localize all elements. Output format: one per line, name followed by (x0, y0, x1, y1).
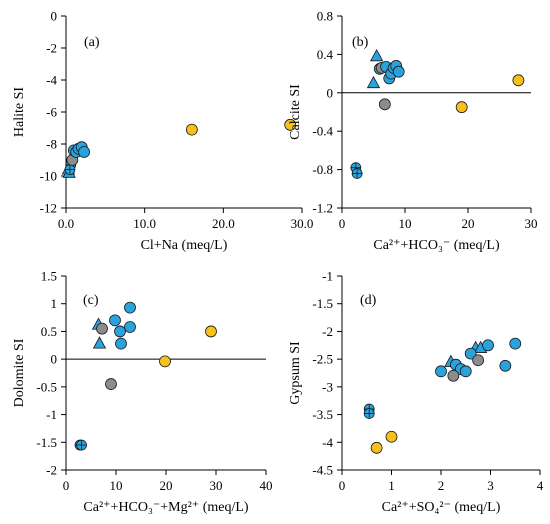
circle-point (109, 314, 121, 327)
y-tick-label: -2.5 (312, 352, 333, 367)
x-tick-label: 1 (388, 478, 395, 493)
y-tick-label: -1.5 (36, 435, 57, 450)
y-tick-label: -3 (322, 379, 333, 394)
y-tick-label: 0 (327, 85, 334, 100)
triangle-point (92, 336, 107, 349)
y-tick-label: -1 (46, 407, 57, 422)
circle-point (392, 65, 405, 78)
x-tick-label: 10.0 (133, 216, 156, 231)
panel-label: (c) (83, 293, 99, 308)
x-tick-label: 30.0 (291, 216, 314, 231)
circle-point (124, 321, 136, 333)
x-tick-label: 0.0 (58, 216, 74, 231)
circle-point (459, 365, 472, 378)
y-tick-label: -1.2 (312, 201, 333, 216)
circle-point (284, 118, 297, 131)
y-tick-label: 1.5 (41, 269, 57, 284)
plus-point (64, 164, 76, 176)
y-tick-label: 0.4 (317, 47, 334, 62)
y-tick-label: -10 (40, 169, 57, 184)
y-axis-label: Calcite SI (288, 84, 303, 140)
y-axis-label: Halite SI (12, 87, 27, 137)
y-tick-label: -3.5 (312, 407, 333, 422)
y-tick-label: -12 (40, 201, 57, 216)
circle-point (482, 339, 494, 352)
x-tick-label: 10 (110, 478, 123, 493)
circle-point (78, 146, 90, 158)
panel-d: -1 -1.5 -2 -2.5 -3 -3.5 -4 -4.5 0 1 2 3 4 Ca²⁺+SO₄²⁻ … (288, 269, 544, 516)
x-tick-label: 3 (487, 478, 494, 493)
plus-point (351, 168, 363, 179)
x-tick-label: 0 (339, 478, 346, 493)
x-axis-label: Ca²⁺+HCO₃⁻+Mg²⁺ (meq/L) (83, 500, 249, 515)
panel-c: 1.5 1 0.5 0 -0.5 -1 -1.5 -2 0 10 20 30 40 Ca²⁺+HCO₃⁻+… (12, 269, 273, 516)
circle-point (472, 354, 485, 367)
circle-point (115, 337, 127, 350)
y-tick-label: 0 (51, 352, 58, 367)
x-tick-label: 20.0 (212, 216, 235, 231)
circle-point (464, 347, 477, 360)
panel-a: 0 -2 -4 -6 -8 -10 -120.0 10.0 20.0 30.0 Cl+Na (meq… (12, 9, 313, 254)
x-axis-label: Cl+Na (meq/L) (141, 238, 228, 253)
x-tick-label: 40 (260, 478, 273, 493)
circle-point (435, 365, 447, 378)
x-tick-label: 4 (537, 478, 544, 493)
circle-point (124, 301, 136, 314)
y-axis-label: Dolomite SI (12, 338, 27, 407)
y-tick-label: -1 (322, 269, 333, 284)
y-axis-label: Gypsum SI (288, 341, 303, 405)
x-axis-label: Ca²⁺+SO₄²⁻ (meq/L) (382, 500, 501, 515)
y-tick-label: 0 (51, 9, 58, 24)
x-axis-label: Ca²⁺+HCO₃⁻ (meq/L) (373, 238, 500, 253)
x-tick-label: 10 (399, 216, 412, 231)
triangle-point (369, 48, 384, 62)
y-tick-label: 0.8 (317, 9, 333, 24)
y-tick-label: -4 (322, 435, 333, 450)
circle-point (378, 98, 391, 111)
y-tick-label: -0.5 (36, 379, 57, 394)
circle-point (114, 325, 126, 338)
circle-point (159, 355, 171, 368)
x-tick-label: 20 (462, 216, 475, 231)
x-tick-label: 20 (160, 478, 173, 493)
circle-point (385, 430, 398, 443)
triangle-point (366, 75, 381, 89)
y-tick-label: -6 (46, 105, 57, 120)
y-tick-label: -8 (46, 137, 57, 152)
circle-point (509, 337, 522, 350)
y-tick-label: 0.5 (41, 324, 57, 339)
y-tick-label: -4 (46, 73, 57, 88)
circle-point (105, 378, 117, 390)
circle-point (499, 359, 512, 372)
x-tick-label: 30 (525, 216, 538, 231)
y-tick-label: -4.5 (312, 463, 333, 478)
circle-point (455, 101, 468, 114)
plus-point (363, 408, 375, 419)
circle-point (447, 369, 460, 382)
x-tick-label: 0 (63, 478, 70, 493)
circle-point (370, 441, 383, 454)
panel-label: (b) (352, 35, 369, 50)
panel-label: (d) (360, 293, 377, 308)
y-tick-label: -0.8 (312, 162, 333, 177)
y-tick-label: -2 (46, 41, 57, 56)
x-tick-label: 30 (210, 478, 223, 493)
x-tick-label: 2 (438, 478, 445, 493)
circle-point (205, 325, 217, 338)
panel-b: 0.8 0.4 0 -0.4 -0.8 -1.2 0 10 20 30 Ca²⁺+HCO₃⁻ (me… (288, 9, 538, 254)
y-tick-label: -0.4 (312, 124, 333, 139)
y-tick-label: 1 (51, 296, 58, 311)
plus-point (76, 439, 87, 451)
circle-point (185, 123, 198, 136)
y-tick-label: -2 (46, 463, 57, 478)
panel-label: (a) (84, 35, 100, 50)
circle-point (512, 74, 525, 87)
circle-point (96, 322, 108, 335)
y-tick-label: -2 (322, 324, 333, 339)
x-tick-label: 0 (339, 216, 346, 231)
y-tick-label: -1.5 (312, 296, 333, 311)
